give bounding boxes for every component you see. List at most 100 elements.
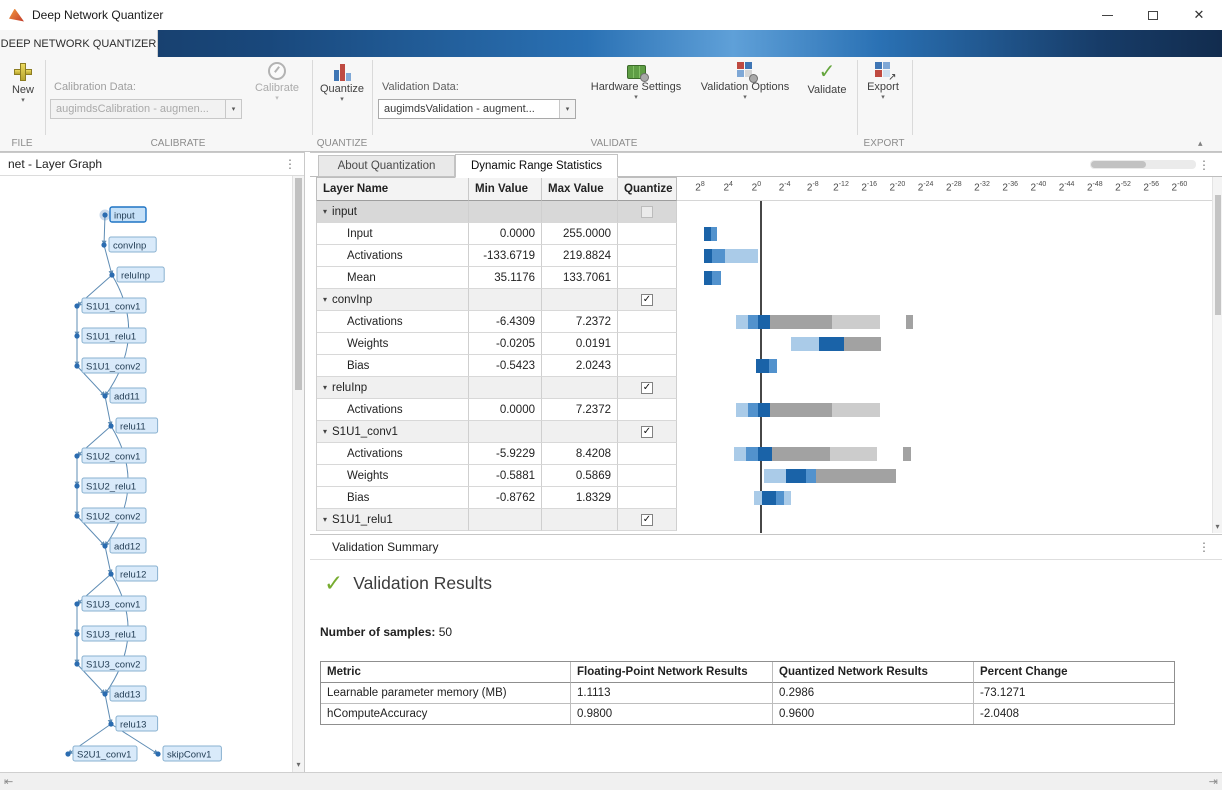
stats-row-Activations[interactable]: Activations-5.92298.4208 [316, 443, 677, 465]
minimize-button[interactable] [1084, 0, 1130, 30]
stats-row-reluInp[interactable]: ▾reluInp ✓ [316, 377, 677, 399]
calibration-combo-arrow-icon[interactable]: ▾ [225, 100, 241, 118]
histogram-segment [832, 403, 880, 417]
layer-name-cell: ▾reluInp [317, 377, 469, 399]
quantize-cell [618, 487, 677, 509]
quantize-checkbox [641, 206, 653, 218]
stats-row-Bias[interactable]: Bias-0.87621.8329 [316, 487, 677, 509]
layer-graph-menu-icon[interactable]: ⋮ [284, 157, 296, 171]
tab-about-quantization[interactable]: About Quantization [318, 155, 455, 177]
calibration-data-combo[interactable]: augimdsCalibration - augmen... ▾ [50, 99, 242, 119]
quantize-checkbox[interactable]: ✓ [641, 382, 653, 394]
histogram-segment [758, 447, 772, 461]
graph-node-S2U1_conv1[interactable]: S2U1_conv1 [65, 746, 137, 761]
maximize-button[interactable] [1130, 0, 1176, 30]
svg-text:S2U1_conv1: S2U1_conv1 [77, 750, 131, 761]
export-button[interactable]: ↗ Export ▾ [858, 62, 908, 101]
graph-node-S1U3_conv1[interactable]: S1U3_conv1 [74, 596, 146, 611]
validation-summary-menu-icon[interactable]: ⋮ [1198, 540, 1210, 554]
graph-node-S1U2_conv2[interactable]: S1U2_conv2 [74, 508, 146, 523]
graph-node-S1U1_conv1[interactable]: S1U1_conv1 [74, 298, 146, 313]
layer-graph-canvas[interactable]: input convInp reluInp S1U1_conv1 S1U1_relu1 S… [0, 176, 292, 772]
graph-node-S1U3_relu1[interactable]: S1U3_relu1 [74, 626, 146, 641]
scrollbar-thumb[interactable] [295, 178, 302, 390]
maximize-icon [1148, 11, 1158, 20]
histogram-segment [704, 227, 711, 241]
tab-dynamic-range-statistics[interactable]: Dynamic Range Statistics [455, 154, 618, 178]
validation-options-button[interactable]: Validation Options ▾ [706, 62, 784, 101]
layer-name-cell: Bias [317, 487, 469, 509]
min-value-cell: -0.5423 [469, 355, 542, 377]
axis-label-2^-36: 2-36 [1002, 181, 1018, 193]
stats-row-Activations[interactable]: Activations-133.6719219.8824 [316, 245, 677, 267]
stats-row-Activations[interactable]: Activations0.00007.2372 [316, 399, 677, 421]
layer-name-cell: Activations [317, 245, 469, 267]
stats-row-Bias[interactable]: Bias-0.54232.0243 [316, 355, 677, 377]
graph-node-convInp[interactable]: convInp [101, 237, 156, 252]
validate-check-icon: ✓ [819, 62, 836, 82]
graph-node-relu12[interactable]: relu12 [108, 566, 157, 581]
stats-row-Weights[interactable]: Weights-0.02050.0191 [316, 333, 677, 355]
stats-row-input[interactable]: ▾input [316, 201, 677, 223]
layer-group-name: convInp [332, 294, 372, 306]
graph-node-reluInp[interactable]: reluInp [109, 267, 164, 282]
histogram-segment [748, 403, 758, 417]
quantize-checkbox[interactable]: ✓ [641, 426, 653, 438]
histogram-segment [746, 447, 758, 461]
stats-row-S1U1_conv1[interactable]: ▾S1U1_conv1✓ [316, 421, 677, 443]
scrollbar-thumb[interactable] [1091, 161, 1146, 168]
graph-node-S1U1_relu1[interactable]: S1U1_relu1 [74, 328, 146, 343]
stats-row-Input[interactable]: Input0.0000255.0000 [316, 223, 677, 245]
calibration-data-label: Calibration Data: [54, 81, 136, 93]
validation-combo-arrow-icon[interactable]: ▾ [559, 100, 575, 118]
svg-text:relu13: relu13 [120, 720, 146, 731]
collapse-arrow-icon[interactable]: ▾ [323, 295, 327, 304]
validate-button[interactable]: ✓ Validate [802, 62, 852, 96]
layer-graph-scrollbar[interactable]: ▾ [292, 176, 304, 772]
collapse-ribbon-icon[interactable]: ▴ [1198, 138, 1203, 149]
dock-left-icon[interactable]: ⇤ [4, 775, 13, 788]
tab-deep-network-quantizer[interactable]: DEEP NETWORK QUANTIZER [0, 30, 158, 57]
stats-row-Mean[interactable]: Mean35.1176133.7061 [316, 267, 677, 289]
collapse-arrow-icon[interactable]: ▾ [323, 515, 327, 524]
graph-node-skipConv1[interactable]: skipConv1 [155, 746, 221, 761]
stats-row-Activations[interactable]: Activations-6.43097.2372 [316, 311, 677, 333]
stats-row-S1U1_relu1[interactable]: ▾S1U1_relu1✓ [316, 509, 677, 531]
col-max-value: Max Value [542, 178, 618, 201]
collapse-arrow-icon[interactable]: ▾ [323, 207, 327, 216]
graph-node-relu13[interactable]: relu13 [108, 716, 157, 731]
scroll-down-icon[interactable]: ▾ [1213, 522, 1222, 531]
graph-node-S1U2_conv1[interactable]: S1U2_conv1 [74, 448, 146, 463]
new-label: New [12, 84, 34, 96]
stats-row-convInp[interactable]: ▾ convInp ✓ [316, 289, 677, 311]
stats-row-Weights[interactable]: Weights-0.58810.5869 [316, 465, 677, 487]
scrollbar-thumb[interactable] [1215, 195, 1221, 315]
collapse-arrow-icon[interactable]: ▾ [323, 427, 327, 436]
col-layer-name: Layer Name [317, 178, 469, 201]
histogram-horizontal-scrollbar[interactable] [1090, 160, 1196, 169]
calibrate-dropdown-icon: ▾ [275, 96, 279, 102]
validation-data-combo[interactable]: augimdsValidation - augment... ▾ [378, 99, 576, 119]
quantize-checkbox[interactable]: ✓ [641, 294, 653, 306]
max-value-cell [542, 509, 618, 531]
quantize-button[interactable]: Quantize ▾ [316, 62, 368, 103]
hardware-settings-label: Hardware Settings [591, 81, 682, 93]
close-button[interactable]: ✕ [1176, 0, 1222, 30]
collapse-arrow-icon[interactable]: ▾ [323, 383, 327, 392]
graph-node-S1U3_conv2[interactable]: S1U3_conv2 [74, 656, 146, 671]
graph-node-S1U2_relu1[interactable]: S1U2_relu1 [74, 478, 146, 493]
stats-vertical-scrollbar[interactable]: ▾ [1212, 177, 1222, 533]
samples-value: 50 [439, 625, 452, 639]
graph-node-relu11[interactable]: relu11 [108, 418, 157, 433]
histogram-segment [748, 315, 758, 329]
stats-panel-menu-icon[interactable]: ⋮ [1198, 158, 1210, 172]
quantize-checkbox[interactable]: ✓ [641, 514, 653, 526]
scroll-down-icon[interactable]: ▾ [293, 760, 304, 769]
max-value-cell [542, 421, 618, 443]
dock-right-icon[interactable]: ⇥ [1209, 775, 1218, 788]
graph-node-input[interactable]: input [100, 207, 147, 222]
new-button[interactable]: New ▾ [4, 62, 42, 104]
calibrate-button[interactable]: Calibrate ▾ [248, 62, 306, 102]
graph-node-S1U1_conv2[interactable]: S1U1_conv2 [74, 358, 146, 373]
hardware-settings-button[interactable]: Hardware Settings ▾ [598, 62, 674, 101]
